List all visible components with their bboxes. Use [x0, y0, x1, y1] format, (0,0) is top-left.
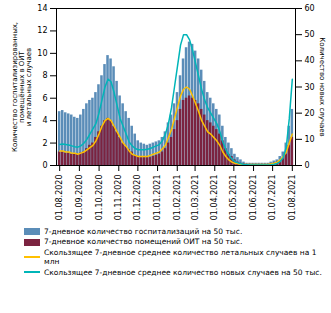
svg-text:01.11.2020: 01.11.2020	[114, 175, 123, 221]
svg-text:01.08.2020: 01.08.2020	[55, 175, 64, 221]
svg-text:01.05.2021: 01.05.2021	[229, 175, 238, 221]
svg-text:10: 10	[305, 135, 315, 144]
svg-text:20: 20	[305, 109, 315, 118]
svg-text:6: 6	[42, 94, 47, 103]
html-text:7-дневное количество помещений: 7-дневное количество помещений ОИТ на 50…	[44, 237, 243, 247]
html-text:Скользящее 7-дневное среднее к: Скользящее 7-дневное среднее количество …	[44, 267, 322, 277]
svg-text:01.09.2020: 01.09.2020	[75, 175, 84, 221]
svg-text:01.12.2020: 01.12.2020	[133, 175, 142, 221]
svg-text:60: 60	[305, 4, 315, 13]
svg-text:Количество новых случаев: Количество новых случаев	[318, 37, 326, 136]
svg-text:8: 8	[42, 71, 47, 80]
svg-text:12: 12	[37, 26, 47, 35]
svg-text:10: 10	[37, 49, 47, 58]
svg-text:30: 30	[305, 83, 315, 92]
svg-text:01.10.2020: 01.10.2020	[95, 175, 104, 221]
svg-text:01.07.2021: 01.07.2021	[268, 175, 277, 221]
svg-text:50: 50	[305, 30, 315, 39]
svg-text:2: 2	[42, 139, 47, 148]
svg-text:Количество госпитализированных: Количество госпитализированных,помещённы…	[11, 22, 33, 152]
html-text:7-дневное количество госпитали: 7-дневное количество госпитализаций на 5…	[44, 227, 243, 236]
svg-text:01.03.2021: 01.03.2021	[191, 175, 200, 221]
svg-text:01.01.2021: 01.01.2021	[153, 175, 162, 221]
svg-text:0: 0	[305, 161, 310, 170]
html-text:Скользящее 7-дневное среднее к: Скользящее 7-дневное среднее количество …	[44, 247, 317, 267]
svg-text:01.06.2021: 01.06.2021	[249, 175, 258, 221]
svg-text:4: 4	[42, 116, 47, 125]
svg-text:0: 0	[42, 161, 47, 170]
svg-text:01.08.2021: 01.08.2021	[288, 175, 297, 221]
svg-text:40: 40	[305, 56, 315, 65]
svg-text:01.02.2021: 01.02.2021	[173, 175, 182, 221]
svg-text:01.04.2021: 01.04.2021	[210, 175, 219, 221]
svg-text:14: 14	[37, 4, 47, 13]
